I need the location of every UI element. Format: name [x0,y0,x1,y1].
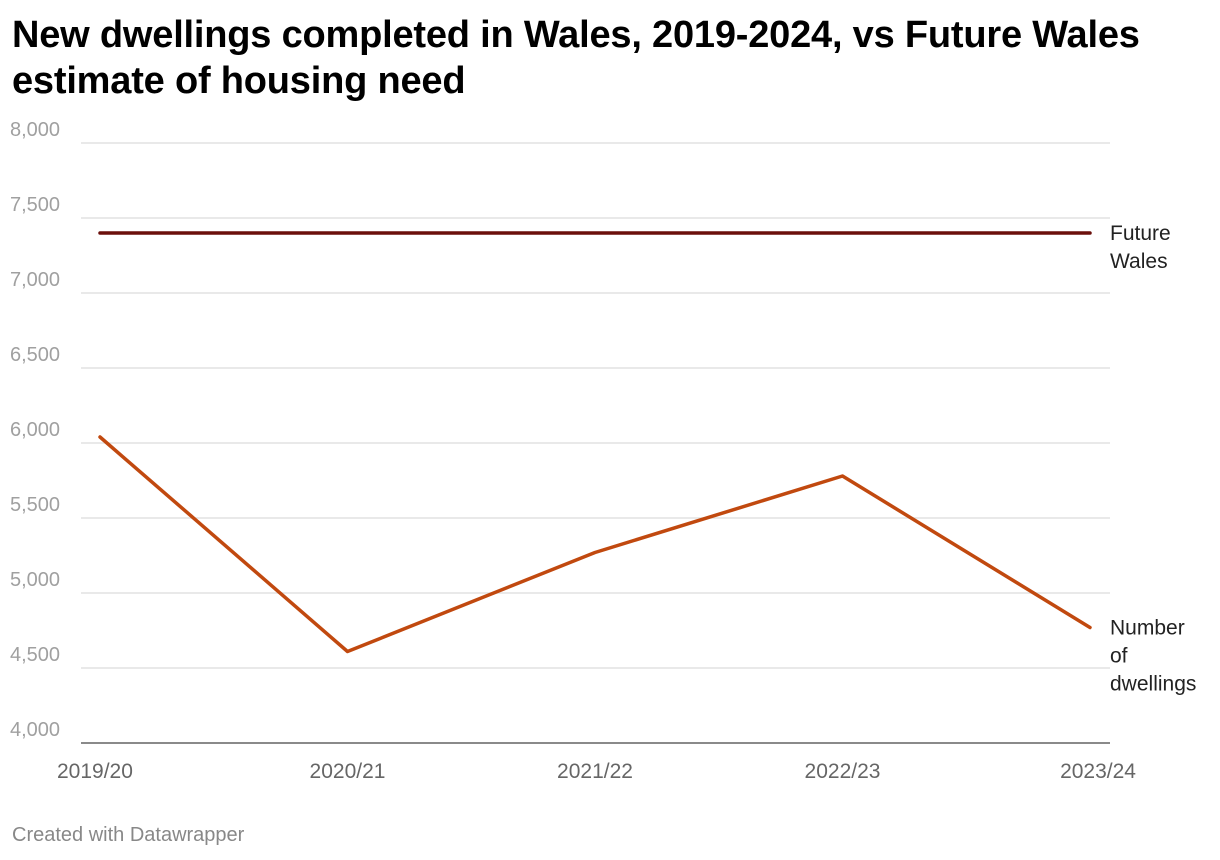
y-tick-label: 7,500 [10,194,60,216]
series-labels: Future Wales Number of dwellings [1110,222,1196,696]
x-axis: 2019/20 2020/21 2021/22 2022/23 2023/24 [57,760,1136,783]
y-tick-label: 7,000 [10,269,60,291]
gridlines [81,142,1110,744]
chart-title: New dwellings completed in Wales, 2019-2… [12,14,1140,102]
y-tick-label: 5,500 [10,494,60,516]
y-tick-label: 6,500 [10,344,60,366]
y-tick-label: 8,000 [10,119,60,141]
x-tick-label: 2021/22 [557,760,633,783]
x-tick-label: 2022/23 [805,760,881,783]
y-tick-label: 6,000 [10,419,60,441]
x-tick-label: 2020/21 [310,760,386,783]
y-tick-label: 5,000 [10,569,60,591]
y-tick-label: 4,000 [10,719,60,741]
y-axis: 4,000 4,500 5,000 5,500 6,000 6,500 7,000 7,500… [10,119,60,741]
footer-credit: Created with Datawrapper [12,824,245,846]
series-lines [98,231,1092,654]
series-label: Future Wales [1110,222,1171,273]
x-tick-label: 2019/20 [57,760,133,783]
x-tick-label: 2023/24 [1060,760,1136,783]
y-tick-label: 4,500 [10,644,60,666]
series-line-number-of-dwellings [98,435,1092,654]
series-label: Number of dwellings [1110,617,1196,696]
